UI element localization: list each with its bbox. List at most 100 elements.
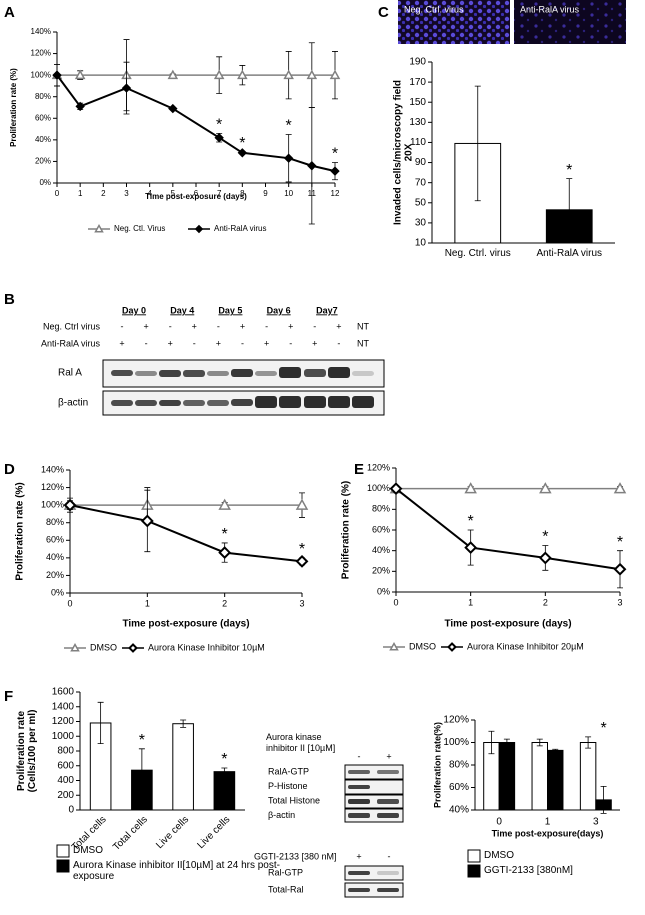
x-tick-label: 1 bbox=[468, 597, 473, 607]
y-axis-title: Proliferation rate (%) bbox=[9, 68, 18, 147]
y-tick-label: 80% bbox=[372, 504, 390, 514]
y-tick-label: 150 bbox=[409, 97, 426, 108]
sign: - bbox=[145, 338, 148, 348]
y-tick-label: 110 bbox=[410, 137, 426, 148]
marker bbox=[75, 101, 85, 112]
x-tick-label: 0 bbox=[393, 597, 398, 607]
band bbox=[255, 371, 277, 376]
sign: + bbox=[168, 338, 173, 348]
band bbox=[304, 369, 326, 377]
marker bbox=[128, 643, 138, 653]
error-bar bbox=[474, 85, 481, 202]
panel-letter: A bbox=[4, 4, 15, 21]
marker bbox=[168, 103, 178, 114]
x-axis-title: Time post-exposure (days) bbox=[444, 619, 571, 630]
band bbox=[377, 888, 399, 892]
wrapped-text: Anti-RalA virus bbox=[536, 248, 603, 259]
marker bbox=[52, 70, 62, 80]
y-tick-label: 190 bbox=[409, 57, 426, 68]
bar bbox=[498, 742, 516, 811]
band bbox=[348, 770, 370, 774]
band bbox=[231, 399, 253, 406]
error-bar bbox=[97, 701, 104, 745]
band bbox=[377, 770, 399, 774]
annotation: * bbox=[542, 529, 548, 546]
y-tick-label: 80% bbox=[449, 760, 469, 771]
text-box: Proliferation rate (Cells/100 per ml) bbox=[16, 710, 38, 793]
band bbox=[377, 813, 399, 818]
text-box: Invaded cells/microscopy field 20X bbox=[392, 79, 414, 226]
y-axis-title: Proliferation rate(%) bbox=[432, 722, 442, 808]
legend-label: DMSO bbox=[409, 641, 436, 651]
legend-swatch bbox=[467, 849, 481, 863]
x-axis-title: Time post-exposure (days) bbox=[122, 619, 249, 630]
wrapped-text: Invaded cells/microscopy field 20X bbox=[392, 79, 414, 226]
sign: NT bbox=[357, 338, 369, 348]
text-box: Anti-RalA virus bbox=[536, 248, 603, 259]
band bbox=[352, 371, 374, 376]
marker bbox=[70, 642, 80, 652]
series-line bbox=[69, 504, 303, 563]
band bbox=[377, 871, 399, 875]
legend-label: Neg. Ctl. Virus bbox=[114, 224, 165, 233]
y-tick-label: 0 bbox=[68, 805, 74, 816]
y-tick-label: 0% bbox=[39, 178, 51, 187]
bar bbox=[531, 742, 548, 811]
sign: + bbox=[192, 321, 197, 331]
band-label: β-actin bbox=[58, 398, 88, 409]
marker bbox=[283, 153, 294, 163]
text-box: Aurora kinase inhibitor II [10µM] bbox=[266, 732, 335, 753]
row-label: Neg. Ctrl virus bbox=[43, 321, 101, 331]
x-tick-label: 6 bbox=[194, 189, 199, 198]
band bbox=[231, 369, 253, 377]
marker bbox=[140, 514, 154, 528]
band bbox=[348, 785, 370, 789]
y-tick-label: 90 bbox=[415, 157, 427, 168]
text-box: GGTI-2133 [380nM] bbox=[484, 865, 573, 876]
marker bbox=[214, 132, 224, 143]
legend-label: Aurora Kinase Inhibitor 20µM bbox=[467, 641, 584, 651]
band bbox=[183, 370, 205, 377]
x-tick-label: 2 bbox=[222, 598, 227, 608]
blot-box bbox=[344, 764, 404, 780]
sign: + bbox=[356, 851, 361, 861]
sign: + bbox=[143, 321, 148, 331]
y-tick-label: 20% bbox=[35, 157, 51, 166]
y-tick-label: 100% bbox=[31, 70, 51, 79]
bar bbox=[579, 742, 597, 811]
band-label: RalA-GTP bbox=[268, 766, 309, 776]
sign: - bbox=[121, 321, 124, 331]
marker bbox=[237, 148, 248, 158]
wrapped-text: Aurora Kinase inhibitor II[10µM] at 24 h… bbox=[73, 860, 280, 882]
blot-b bbox=[102, 359, 385, 416]
marker bbox=[538, 551, 552, 565]
marker bbox=[306, 69, 318, 80]
band bbox=[135, 400, 157, 406]
marker bbox=[94, 223, 104, 233]
x-tick-label: 8 bbox=[240, 189, 245, 198]
band bbox=[207, 371, 229, 376]
annotation: * bbox=[221, 751, 227, 768]
error-bar bbox=[585, 736, 592, 749]
x-tick-label: 12 bbox=[331, 189, 340, 198]
band bbox=[207, 400, 229, 406]
series-line bbox=[56, 74, 336, 173]
text-box: Aurora Kinase inhibitor II[10µM] at 24 h… bbox=[73, 860, 280, 882]
band bbox=[352, 396, 374, 408]
y-axis-title: Proliferation rate (%) bbox=[341, 481, 352, 579]
y-axis-title: Proliferation rate (%) bbox=[15, 482, 26, 580]
error-bar bbox=[552, 748, 559, 752]
y-tick-label: 30 bbox=[415, 218, 427, 229]
band bbox=[279, 396, 301, 408]
sign: NT bbox=[357, 321, 369, 331]
bar bbox=[172, 723, 194, 811]
y-tick-label: 120% bbox=[41, 482, 64, 492]
y-tick-label: 120% bbox=[367, 462, 390, 472]
y-tick-label: 40% bbox=[46, 552, 64, 562]
marker bbox=[464, 541, 478, 554]
y-tick-label: 100% bbox=[443, 737, 469, 748]
annotation: * bbox=[617, 534, 623, 551]
error-bar bbox=[536, 738, 543, 747]
x-tick-label: 3 bbox=[124, 189, 129, 198]
bands bbox=[111, 367, 374, 408]
